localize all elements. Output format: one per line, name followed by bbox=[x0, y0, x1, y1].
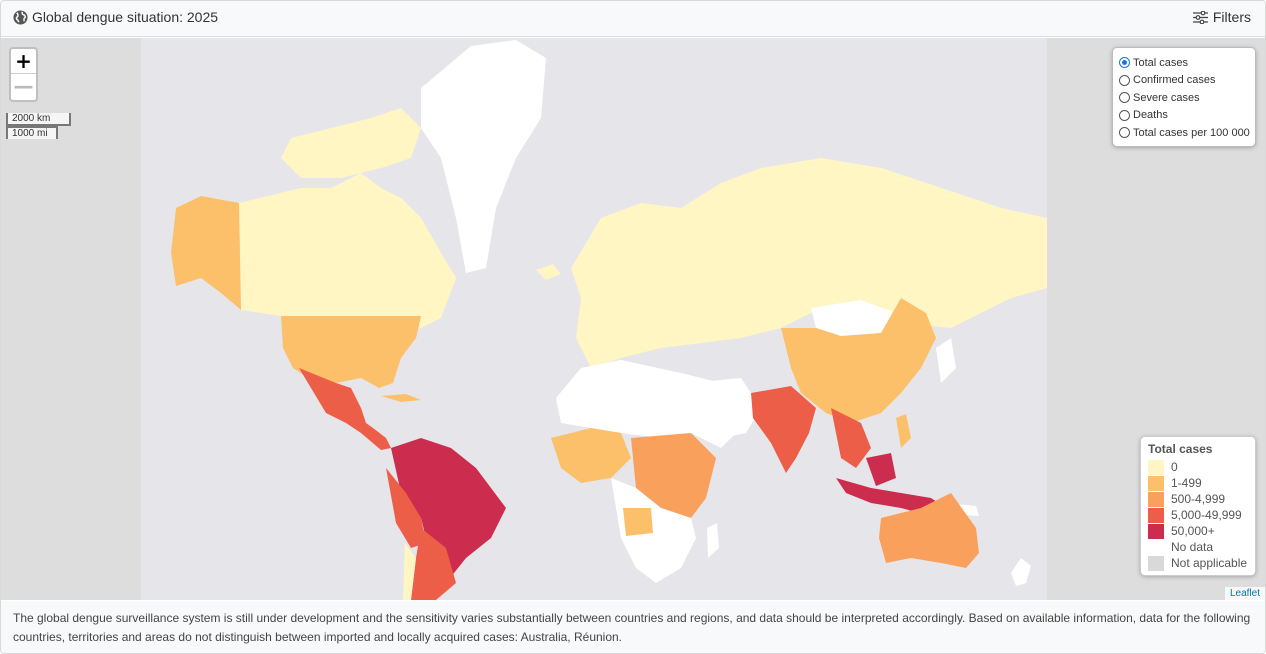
legend-label: 1-499 bbox=[1171, 476, 1202, 490]
radio-button[interactable] bbox=[1119, 109, 1130, 121]
region-madagascar bbox=[707, 523, 719, 558]
legend-label: 0 bbox=[1171, 460, 1178, 474]
region-philippines bbox=[896, 414, 911, 448]
region-brazil bbox=[391, 438, 506, 583]
sliders-icon bbox=[1192, 10, 1208, 24]
metric-option-label: Deaths bbox=[1133, 109, 1168, 122]
legend-label: 500-4,999 bbox=[1171, 492, 1226, 506]
filters-label: Filters bbox=[1212, 9, 1251, 25]
region-india bbox=[751, 386, 816, 473]
legend-swatch bbox=[1148, 459, 1164, 475]
globe-icon bbox=[13, 9, 28, 25]
legend-swatch bbox=[1148, 475, 1164, 491]
legend-label: 5,000-49,999 bbox=[1171, 508, 1242, 522]
legend-item: No data bbox=[1148, 539, 1248, 555]
legend-swatch bbox=[1148, 523, 1164, 539]
page-title: Global dengue situation: 2025 bbox=[32, 9, 219, 25]
zoom-in-button[interactable]: + bbox=[11, 49, 36, 74]
region-east-africa bbox=[631, 433, 716, 518]
region-indonesia bbox=[836, 478, 946, 516]
metric-option-severe-cases[interactable]: Severe cases bbox=[1119, 89, 1255, 107]
legend-swatch bbox=[1148, 555, 1164, 571]
legend-swatch bbox=[1148, 491, 1164, 507]
metric-option-label: Total cases bbox=[1133, 56, 1189, 69]
map-viewport[interactable]: + — 2000 km 1000 mi Total cases Confirme… bbox=[1, 38, 1265, 600]
metric-option-total-cases[interactable]: Total cases bbox=[1119, 54, 1255, 72]
region-australia bbox=[879, 493, 979, 568]
region-north-africa bbox=[556, 360, 741, 448]
filters-button[interactable]: Filters bbox=[1192, 9, 1251, 25]
region-borneo bbox=[866, 453, 896, 486]
footer-note: The global dengue surveillance system is… bbox=[1, 601, 1265, 653]
header-bar: Global dengue situation: 2025 Filters bbox=[1, 1, 1265, 37]
legend-item: Not applicable bbox=[1148, 555, 1248, 571]
radio-button[interactable] bbox=[1119, 57, 1130, 69]
zoom-control: + — bbox=[9, 47, 38, 102]
legend-item: 50,000+ bbox=[1148, 523, 1248, 539]
legend-swatch bbox=[1148, 539, 1164, 555]
region-greenland bbox=[421, 40, 546, 273]
region-mexico bbox=[299, 368, 391, 450]
region-arctic-islands bbox=[281, 108, 421, 178]
region-chile bbox=[403, 543, 416, 600]
region-mongolia bbox=[811, 300, 896, 336]
region-cuba bbox=[381, 394, 421, 402]
metric-selector: Total cases Confirmed cases Severe cases… bbox=[1112, 47, 1256, 147]
map-legend: Total cases 0 1-499 500-4,999 5,000-49,9… bbox=[1140, 436, 1256, 576]
radio-button[interactable] bbox=[1119, 92, 1130, 104]
legend-swatch bbox=[1148, 507, 1164, 523]
region-peru bbox=[386, 468, 426, 548]
legend-item: 1-499 bbox=[1148, 475, 1248, 491]
metric-option-label: Severe cases bbox=[1133, 91, 1200, 104]
radio-button[interactable] bbox=[1119, 127, 1130, 139]
region-west-africa bbox=[551, 428, 631, 483]
region-usa bbox=[281, 316, 421, 388]
region-china bbox=[781, 298, 936, 423]
legend-title: Total cases bbox=[1148, 442, 1213, 456]
scale-bar-mi: 1000 mi bbox=[6, 126, 58, 139]
metric-option-deaths[interactable]: Deaths bbox=[1119, 107, 1255, 125]
radio-button[interactable] bbox=[1119, 74, 1130, 86]
region-iceland bbox=[536, 264, 561, 280]
legend-label: No data bbox=[1171, 540, 1214, 554]
legend-label: 50,000+ bbox=[1171, 524, 1215, 538]
region-new-zealand bbox=[1011, 558, 1031, 586]
region-alaska bbox=[171, 196, 241, 310]
world-map[interactable] bbox=[1, 38, 1265, 600]
legend-label: Not applicable bbox=[1171, 556, 1248, 570]
region-middle-east bbox=[691, 378, 761, 438]
region-argentina bbox=[411, 528, 456, 600]
metric-option-confirmed-cases[interactable]: Confirmed cases bbox=[1119, 72, 1255, 90]
region-europe-russia bbox=[571, 158, 1047, 368]
legend-item: 0 bbox=[1148, 459, 1248, 475]
zoom-out-button[interactable]: — bbox=[13, 74, 34, 98]
region-southeast-asia bbox=[831, 408, 871, 468]
legend-item: 500-4,999 bbox=[1148, 491, 1248, 507]
region-southern-africa bbox=[611, 478, 696, 583]
region-canada bbox=[239, 173, 456, 333]
title-group: Global dengue situation: 2025 bbox=[13, 9, 218, 25]
metric-option-label: Confirmed cases bbox=[1133, 74, 1216, 87]
region-angola bbox=[623, 508, 653, 536]
legend-item: 5,000-49,999 bbox=[1148, 507, 1248, 523]
scale-bar-km: 2000 km bbox=[6, 113, 71, 126]
attribution-link[interactable]: Leaflet bbox=[1224, 587, 1265, 600]
region-japan bbox=[936, 338, 956, 383]
metric-option-cases-per-100000[interactable]: Total cases per 100 000 bbox=[1119, 124, 1255, 142]
metric-option-label: Total cases per 100 000 bbox=[1133, 126, 1250, 139]
